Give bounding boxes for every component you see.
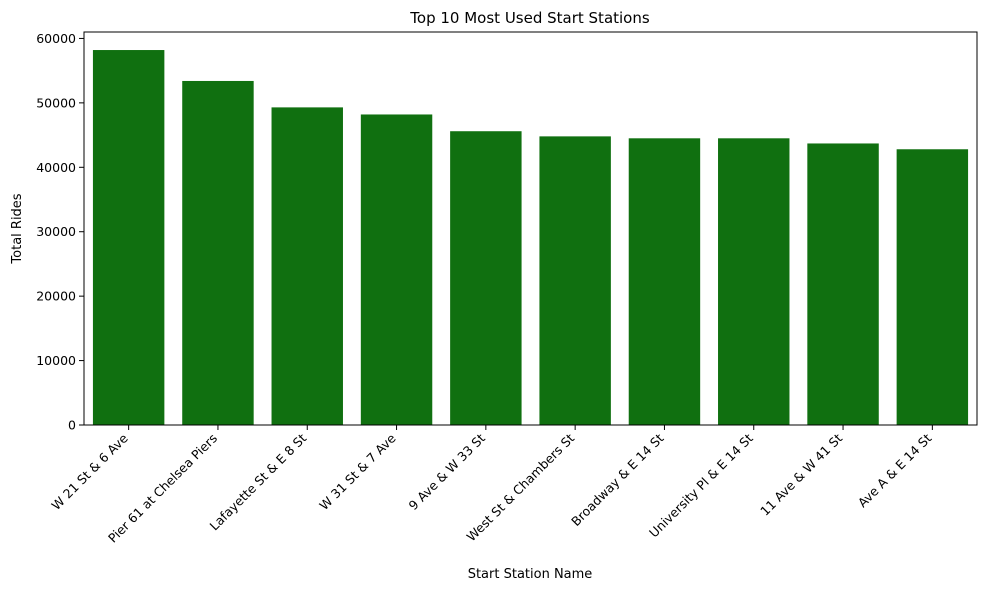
bar-10 bbox=[896, 149, 969, 425]
bar-7 bbox=[628, 138, 701, 426]
y-tick-label: 0 bbox=[68, 418, 76, 433]
bar-8 bbox=[718, 138, 790, 426]
chart-title: Top 10 Most Used Start Stations bbox=[409, 9, 650, 27]
y-tick-label: 50000 bbox=[36, 95, 76, 110]
bar-1 bbox=[92, 50, 165, 425]
y-tick-label: 10000 bbox=[36, 353, 76, 368]
y-tick-label: 60000 bbox=[36, 31, 76, 46]
bar-3 bbox=[271, 107, 343, 425]
bar-6 bbox=[539, 136, 611, 425]
plot-frame bbox=[83, 31, 978, 426]
y-axis: 0 10000 20000 30000 40000 50000 60000 bbox=[36, 31, 84, 433]
y-axis-label: Total Rides bbox=[10, 193, 25, 264]
bars-group bbox=[92, 50, 969, 426]
bar-4 bbox=[360, 114, 433, 425]
bar-2 bbox=[182, 80, 254, 426]
y-tick-label: 40000 bbox=[36, 160, 76, 175]
bar-9 bbox=[807, 143, 879, 425]
y-tick-label: 20000 bbox=[36, 289, 76, 304]
x-axis-label: Start Station Name bbox=[468, 567, 593, 582]
bar-5 bbox=[450, 131, 522, 425]
y-tick-label: 30000 bbox=[36, 224, 76, 239]
